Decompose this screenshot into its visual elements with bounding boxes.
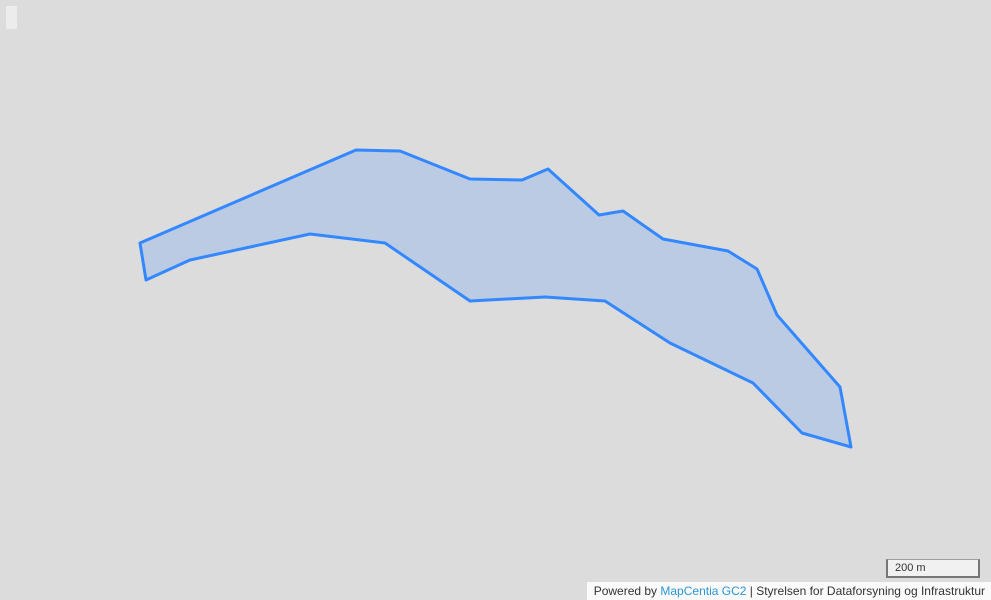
- attribution-suffix: | Styrelsen for Dataforsyning og Infrast…: [746, 584, 985, 598]
- attribution-prefix: Powered by: [593, 584, 661, 598]
- attribution-link[interactable]: MapCentia GC2: [660, 584, 747, 598]
- drawn-polygon[interactable]: [138, 148, 853, 449]
- scale-bar: 200 m: [886, 559, 980, 578]
- panel-toggle-button[interactable]: [6, 6, 17, 29]
- attribution-bar: Powered by MapCentia GC2 | Styrelsen for…: [586, 582, 991, 600]
- scale-label: 200 m: [895, 562, 926, 574]
